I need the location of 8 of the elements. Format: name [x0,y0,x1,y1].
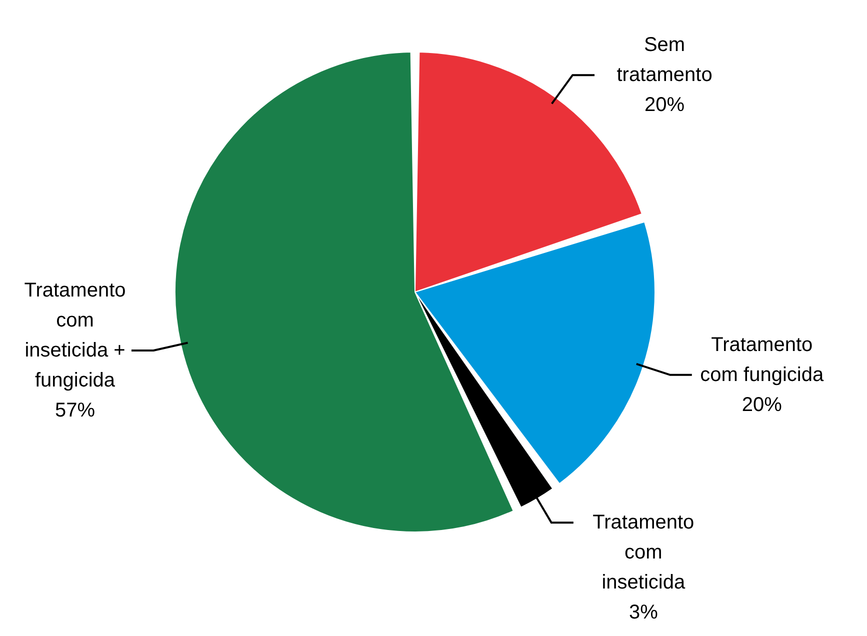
slice-label: Sem tratamento [616,34,712,86]
data-label: 20% [742,394,782,416]
data-label: 20% [644,94,685,116]
slice-label: Tratamento com fungicida [700,334,824,386]
slice-label: Tratamento com inseticida [592,512,694,594]
data-label: 57% [54,399,96,422]
slice-label: Tratamento com inseticida + fungicida [24,279,126,392]
data-label: 3% [628,602,658,624]
